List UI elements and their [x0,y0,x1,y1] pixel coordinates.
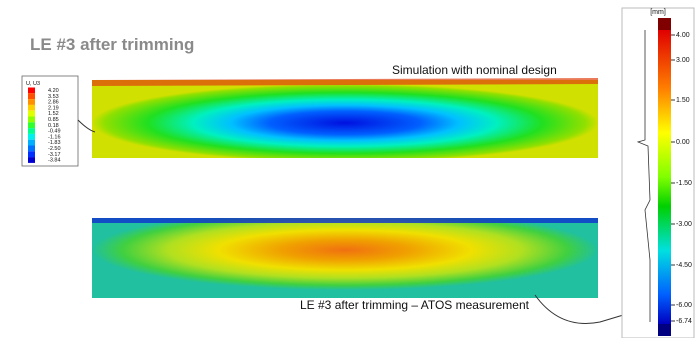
scale-label: 1.50 [676,97,690,104]
measurement-plate [92,218,598,298]
scale-cap [658,18,671,30]
legend-swatch [28,122,35,128]
legend-swatch [28,146,35,152]
scale-unit: [mm] [650,9,666,16]
scale-label: -1.50 [676,180,692,187]
slide: LE #3 after trimming U, U34.203.532.862.… [0,0,698,338]
legend-swatch [28,157,35,163]
legend-swatch [28,128,35,134]
legend-swatch [28,140,35,146]
legend-label: -3.84 [48,158,61,164]
caption: LE #3 after trimming – ATOS measurement [300,298,530,312]
scale-label: -6.74 [676,318,692,325]
legend-swatch [28,105,35,111]
legend-swatch [28,151,35,157]
legend-swatch [28,134,35,140]
legend-swatch [28,99,35,105]
scale-label: -3.00 [676,221,692,228]
simulation-plate [92,80,598,158]
scale-label: 0.00 [676,139,690,146]
legend-swatch [28,93,35,99]
scale-label: -6.00 [676,302,692,309]
scale-label: 4.00 [676,32,690,39]
scale-cap [658,324,671,336]
scale-bar [658,30,671,324]
legend-swatch [28,88,35,94]
slide-title: LE #3 after trimming [30,35,194,54]
scale-label: -4.50 [676,262,692,269]
legend-swatch [28,117,35,123]
plate-edge [92,218,598,223]
caption: Simulation with nominal design [392,63,557,77]
legend-swatch [28,111,35,117]
legend-title: U, U3 [26,81,40,87]
scale-label: 3.00 [676,57,690,64]
